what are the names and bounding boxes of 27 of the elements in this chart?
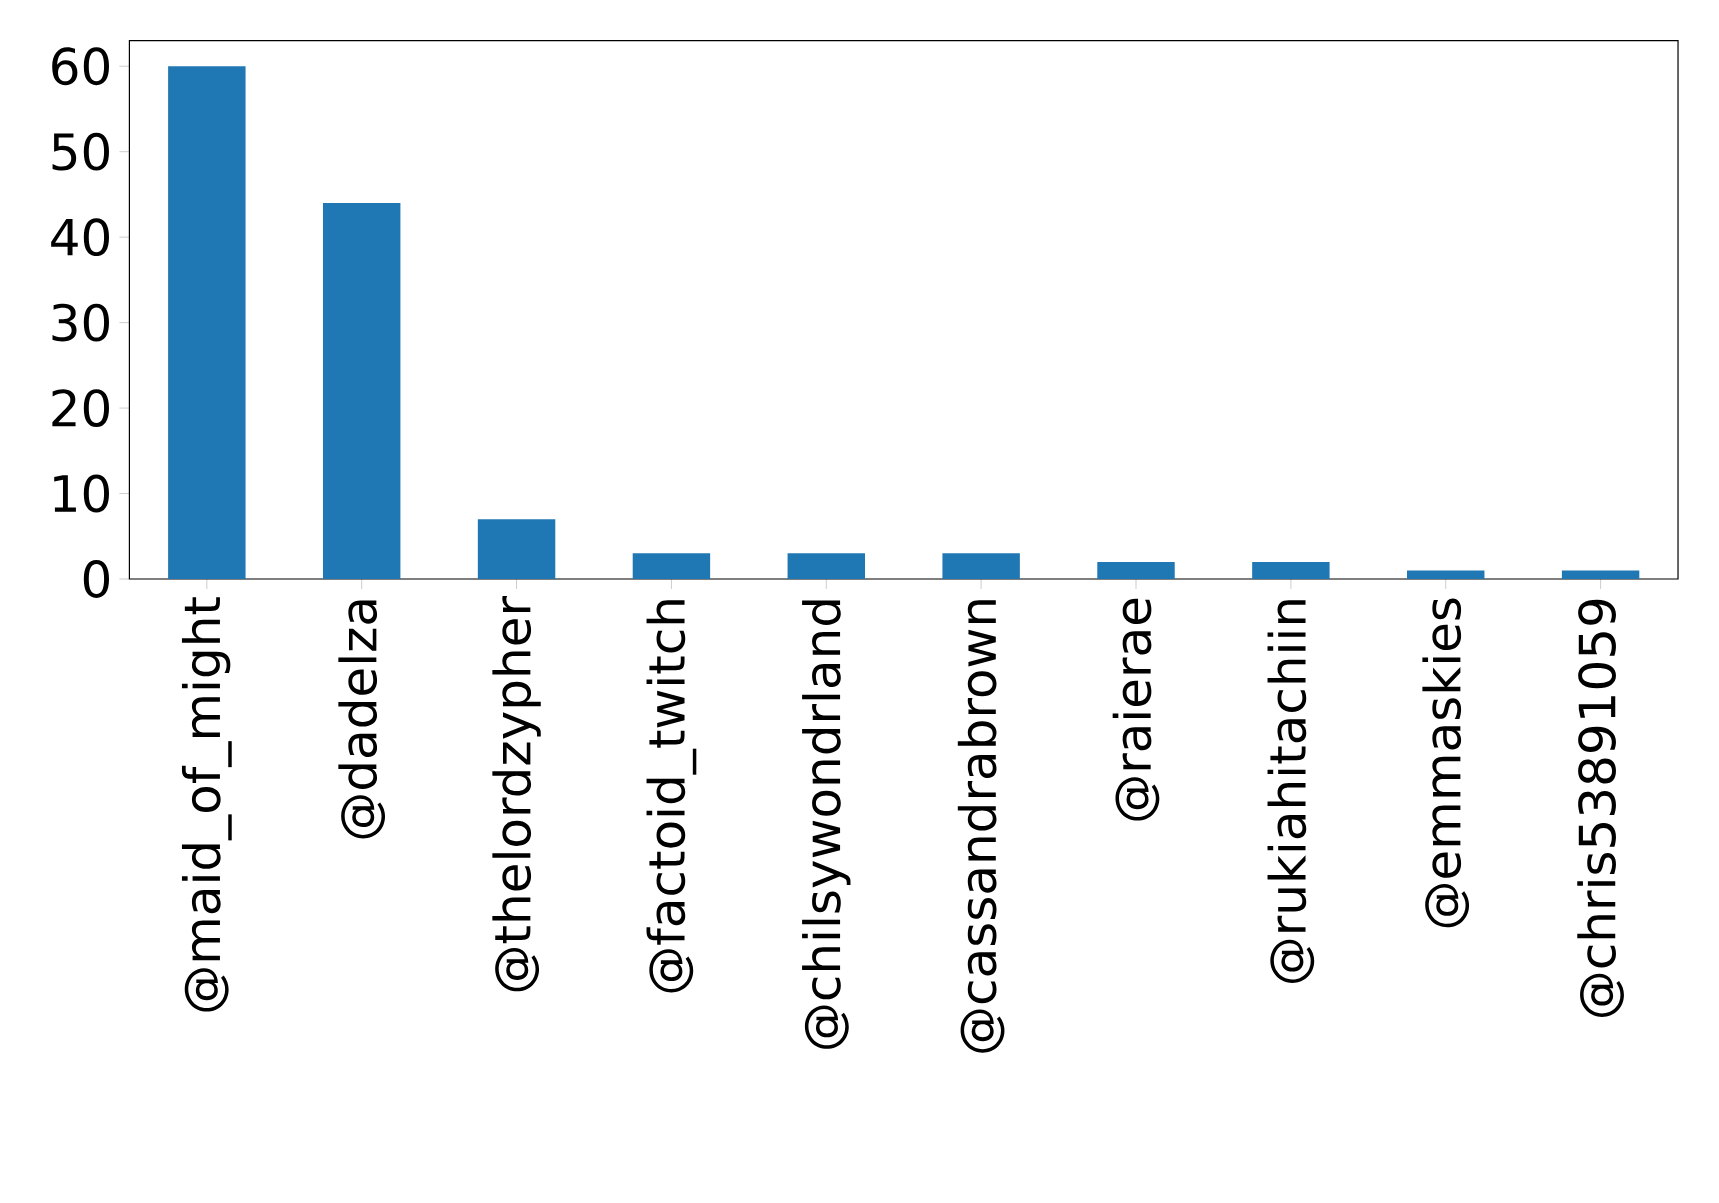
x-tick-label: @maid_of_might <box>181 597 232 1012</box>
y-tick-label: 20 <box>52 389 109 427</box>
y-tick-label: 60 <box>52 47 109 86</box>
bar <box>632 553 711 579</box>
x-tick-label: @chris53891059 <box>1577 599 1624 1017</box>
y-tick-label: 10 <box>54 474 109 513</box>
x-tick-label: @emmaskies <box>1422 598 1470 928</box>
x-tick-label: @rukiahitachiin <box>1267 600 1315 983</box>
bar <box>787 553 865 579</box>
y-tick-label: 40 <box>51 218 109 257</box>
bar <box>1561 570 1640 579</box>
y-tick-label: 30 <box>52 303 109 342</box>
y-tick-label: 50 <box>52 132 109 171</box>
x-tick-label: @factoid_twitch <box>646 600 697 993</box>
bar <box>1407 570 1485 579</box>
bar <box>1097 561 1175 579</box>
bar <box>1252 561 1330 579</box>
bar <box>942 553 1020 579</box>
y-tick-label: 0 <box>83 560 110 598</box>
bar <box>168 66 246 579</box>
x-tick-label: @chilsywondrland <box>802 600 851 1049</box>
bar <box>477 519 556 579</box>
x-tick-label: @thelordzypher <box>492 596 541 992</box>
x-tick-label: @dadelza <box>338 600 386 839</box>
bar <box>322 202 401 579</box>
x-tick-label: @raierae <box>1112 598 1160 821</box>
x-tick-label: @cassandrabrown <box>957 600 1005 1053</box>
